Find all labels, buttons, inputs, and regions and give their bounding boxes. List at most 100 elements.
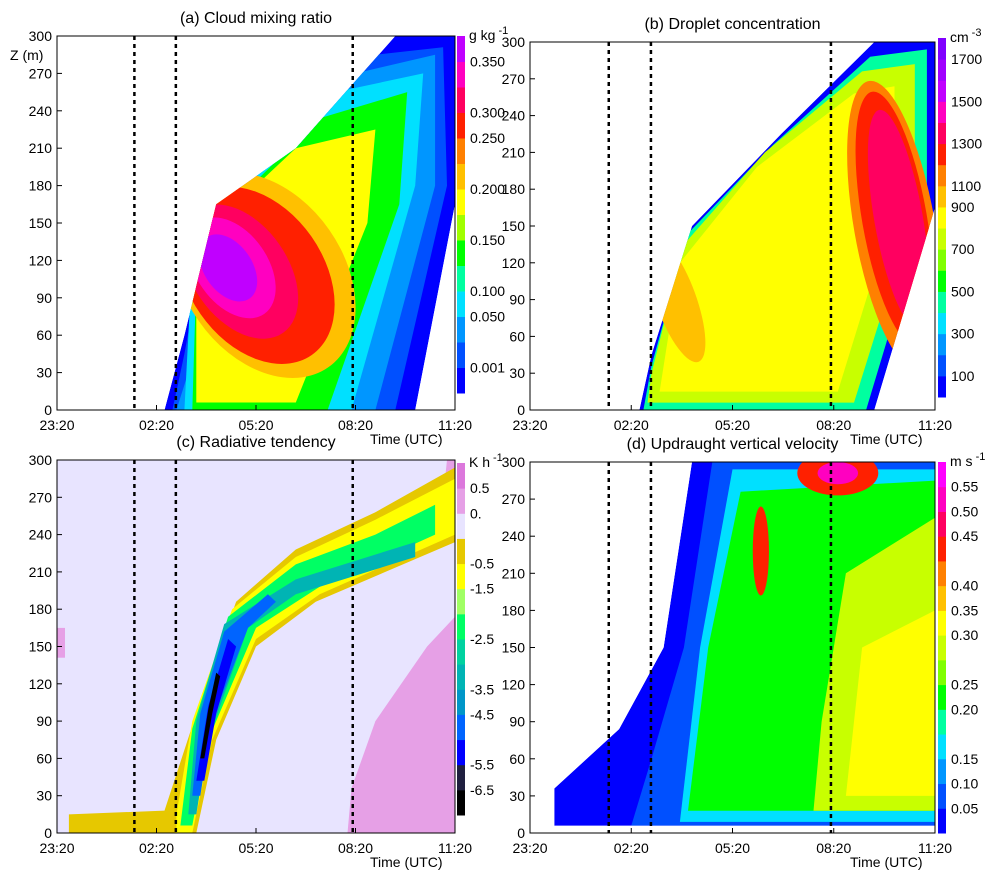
colorbar-swatch: [938, 249, 946, 271]
colorbar-label: 0.001: [470, 360, 505, 376]
x-tick-label: 23:20: [39, 840, 74, 856]
colorbar-label: -1.5: [470, 581, 494, 597]
updraught-field: [752, 506, 769, 596]
colorbar-swatch: [457, 36, 465, 62]
colorbar-swatch: [938, 536, 946, 562]
y-tick-label: 90: [509, 714, 525, 730]
panel-title: (d) Updraught vertical velocity: [627, 436, 839, 453]
y-tick-label: 270: [29, 65, 53, 81]
colorbar-label: 300: [951, 326, 975, 342]
y-tick-label: 90: [509, 292, 525, 308]
panel-title: (b) Droplet concentration: [644, 16, 820, 33]
colorbar-swatch: [938, 462, 946, 488]
colorbar-label: 0.35: [951, 602, 978, 618]
colorbar: 0.05 0.10 0.15 0.20 0.25 0.30 0.35 0.40 0.45 0.50…: [938, 451, 985, 834]
y-tick-label: 300: [29, 452, 53, 468]
y-tick-label: 0: [517, 825, 525, 841]
x-axis-label: Time (UTC): [370, 431, 443, 447]
colorbar-swatch: [457, 563, 465, 590]
colorbar-label: 0.150: [470, 232, 505, 248]
colorbar-swatch: [938, 143, 946, 166]
x-tick-label: 11:20: [438, 417, 472, 433]
colorbar-swatch: [457, 163, 465, 190]
colorbar-label: 0.50: [951, 503, 978, 519]
y-tick-label: 180: [29, 178, 53, 194]
colorbar-unit-exponent: -1: [493, 452, 503, 464]
colorbar-swatch: [457, 613, 465, 640]
colorbar-swatch: [938, 783, 946, 809]
y-tick-label: 150: [29, 639, 53, 655]
colorbar-swatch: [457, 513, 465, 539]
colorbar-swatch: [938, 684, 946, 710]
colorbar-swatch: [938, 734, 946, 760]
colorbar-unit-base: cm: [950, 29, 969, 45]
x-tick-label: 05:20: [238, 417, 273, 433]
x-axis-label: Time (UTC): [850, 854, 923, 870]
updraught-field: [817, 462, 859, 485]
colorbar-label: -5.5: [470, 757, 494, 773]
colorbar-label: 0.200: [470, 181, 505, 197]
colorbar-swatch: [457, 265, 465, 292]
y-tick-label: 270: [502, 491, 526, 507]
colorbar-label: 700: [951, 241, 975, 257]
colorbar-swatch: [457, 138, 465, 164]
colorbar-label: 0.10: [951, 776, 978, 792]
colorbar-label: 0.25: [951, 677, 978, 693]
colorbar-swatch: [938, 228, 946, 250]
colorbar-swatch: [938, 270, 946, 292]
colorbar-swatch: [457, 538, 465, 565]
y-tick-label: 300: [29, 28, 53, 44]
colorbar-swatch: [938, 333, 946, 356]
colorbar-label: -4.5: [470, 706, 494, 722]
colorbar-label: 0.5: [470, 480, 490, 496]
colorbar-label: 1700: [951, 51, 982, 67]
colorbar-label: 0.55: [951, 479, 978, 495]
colorbar-swatch: [938, 164, 946, 187]
panel-title: (c) Radiative tendency: [176, 434, 335, 451]
colorbar-swatch: [938, 610, 946, 636]
x-tick-label: 05:20: [715, 840, 750, 856]
colorbar-swatch: [457, 689, 465, 715]
y-tick-label: 300: [502, 34, 526, 50]
positive-tendency: [57, 627, 65, 658]
colorbar-label: 0.30: [951, 627, 978, 643]
positive-tendency: [347, 616, 455, 833]
colorbar-unit-base: m s: [950, 453, 973, 469]
x-tick-label: 08:20: [338, 417, 373, 433]
colorbar-swatch: [457, 291, 465, 317]
colorbar-label: 900: [951, 199, 975, 215]
colorbar-swatch: [457, 488, 465, 514]
droplet-field: [659, 86, 895, 392]
colorbar-label: 0.15: [951, 751, 978, 767]
colorbar-swatch: [938, 659, 946, 686]
colorbar-swatch: [938, 486, 946, 512]
colorbar-unit: m s -1: [950, 451, 985, 469]
y-tick-label: 210: [29, 140, 53, 156]
y-tick-label: 90: [36, 713, 52, 729]
colorbar-unit-base: K h: [469, 454, 490, 470]
colorbar-label: 0.050: [470, 309, 505, 325]
panel-a: 0 30 60 90 120 150 180 210 240 270 300 23:20 02:20 05…: [10, 10, 508, 447]
y-tick-label: 60: [36, 750, 52, 766]
colorbar-swatch: [938, 511, 946, 537]
colorbar-label: 0.20: [951, 701, 978, 717]
colorbar-swatch: [938, 206, 946, 229]
droplet-field: [867, 109, 930, 328]
colorbar-swatch: [457, 639, 465, 665]
radiative-field: [200, 672, 221, 759]
y-tick-label: 150: [502, 218, 526, 234]
y-tick-label: 180: [502, 181, 526, 197]
updraught-field: [845, 610, 935, 796]
x-tick-label: 02:20: [614, 840, 649, 856]
colorbar-label: 1500: [951, 93, 982, 109]
y-tick-label: 270: [502, 71, 526, 87]
y-tick-label: 30: [36, 788, 52, 804]
colorbar: -6.5 -5.5 -4.5 -3.5 -2.5 -1.5 -0.5 0. 0.5 K h -1: [457, 452, 503, 816]
x-tick-label: 08:20: [816, 417, 851, 433]
x-tick-label: 05:20: [238, 840, 273, 856]
colorbar-unit: cm -3: [950, 27, 981, 45]
x-tick-label: 23:20: [512, 417, 547, 433]
y-tick-label: 180: [502, 602, 526, 618]
y-tick-label: 270: [29, 489, 53, 505]
colorbar-swatch: [938, 122, 946, 145]
